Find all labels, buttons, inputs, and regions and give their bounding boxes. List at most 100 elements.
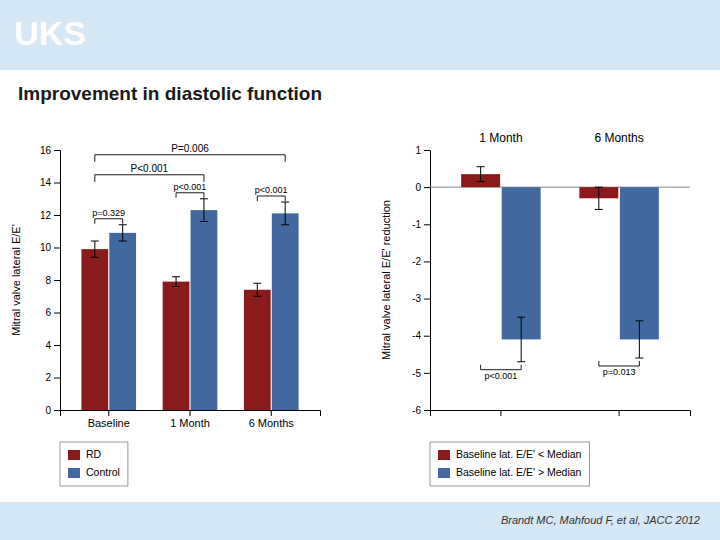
y-tick: 12: [40, 210, 60, 221]
y-tick: 16: [40, 145, 60, 156]
y-tick-mark: [424, 261, 430, 262]
y-tick-label: -3: [412, 293, 421, 304]
x-tick-label: 6 Months: [249, 417, 295, 429]
legend-item: Baseline lat. E/E' < Median: [438, 448, 582, 460]
y-tick-mark: [54, 280, 60, 281]
y-axis-title: Mitral valve lateral E/E': [10, 224, 22, 336]
y-tick-mark: [424, 187, 430, 188]
y-tick: 8: [45, 275, 60, 286]
title: Improvement in diastolic function: [18, 83, 322, 104]
footer-text: Brandt MC, Mahfoud F, et al, JACC 2012: [501, 514, 700, 526]
p-value-label: P=0.006: [171, 143, 209, 154]
error-bar: [253, 283, 261, 296]
header-watermark: UKS: [14, 14, 86, 52]
x-axis: [431, 410, 691, 416]
y-tick: 10: [40, 242, 60, 253]
y-tick-mark: [54, 313, 60, 314]
x-tick-mark: [108, 410, 109, 416]
bracket: [257, 196, 285, 201]
error-bar: [281, 202, 289, 225]
y-tick-label: 0: [45, 405, 51, 416]
legend-label: RD: [86, 448, 102, 460]
y-tick-label: 12: [40, 210, 52, 221]
y-axis-line: [424, 151, 431, 411]
error-bar: [477, 167, 485, 182]
legend-frame: [430, 442, 589, 486]
category-label: 6 Months: [594, 131, 643, 145]
bar: [163, 282, 190, 410]
y-tick-mark: [424, 336, 430, 337]
y-tick-mark: [54, 183, 60, 184]
y-tick-label: 10: [40, 242, 52, 253]
y-tick: 2: [45, 372, 60, 383]
footer-band: [0, 502, 720, 540]
error-bar: [635, 321, 643, 358]
y-tick-mark: [54, 378, 60, 379]
marks: [430, 167, 690, 362]
marks: [81, 199, 298, 410]
y-tick-mark: [54, 345, 60, 346]
legend-item: Baseline lat. E/E' > Median: [438, 466, 582, 478]
x-tick-mark: [271, 410, 272, 416]
y-tick: -3: [412, 293, 430, 304]
x-tick: Baseline: [88, 410, 130, 429]
x-tick: 1 Month: [170, 410, 210, 429]
bar: [191, 210, 218, 410]
legend: Baseline lat. E/E' < Median Baseline lat.…: [430, 442, 589, 486]
legend-label: Control: [86, 466, 120, 478]
y-tick-label: 8: [45, 275, 51, 286]
x-axis-line: [61, 411, 321, 417]
y-tick: -5: [412, 368, 430, 379]
y-tick-label: 0: [415, 182, 421, 193]
plot-area: [81, 199, 298, 410]
bar: [502, 187, 541, 339]
y-tick-label: 14: [40, 177, 52, 188]
p-value-label: p<0.001: [485, 371, 518, 381]
x-tick: 6 Months: [249, 410, 295, 429]
x-tick-mark: [190, 410, 191, 416]
y-tick: 6: [45, 307, 60, 318]
y-tick-mark: [424, 373, 430, 374]
x-tick-mark: [500, 410, 501, 416]
y-tick-mark: [424, 410, 430, 411]
legend-label: Baseline lat. E/E' > Median: [456, 466, 582, 478]
x-axis: Baseline 1 Month 6 Months: [61, 410, 321, 429]
y-tick-label: -5: [412, 368, 421, 379]
bracket: [95, 219, 123, 224]
chart-panel: -6-5-4-3-2-1011 Month6 MonthsMitral valv…: [380, 131, 691, 486]
x-tick-mark: [619, 410, 620, 416]
bar: [272, 213, 299, 410]
p-value-label: P<0.001: [131, 163, 169, 174]
x-tick: [500, 410, 501, 416]
y-tick: 1: [415, 145, 430, 156]
error-bar: [200, 199, 208, 222]
bracket: [599, 361, 640, 366]
p-value-label: p=0.013: [603, 367, 636, 377]
legend-frame: [60, 442, 128, 486]
y-tick-mark: [54, 150, 60, 151]
y-tick: 0: [415, 182, 430, 193]
error-bar: [172, 277, 180, 287]
legend-item: RD: [68, 448, 102, 460]
y-axis: 0 2 4 6 8 10 12 14 16: [40, 145, 61, 416]
y-tick: 0: [45, 405, 60, 416]
y-tick-mark: [424, 150, 430, 151]
category-label: 1 Month: [479, 131, 522, 145]
y-tick: -1: [412, 219, 430, 230]
y-tick: 4: [45, 340, 60, 351]
y-tick-mark: [54, 215, 60, 216]
x-tick-label: 1 Month: [170, 417, 210, 429]
y-tick-mark: [424, 299, 430, 300]
x-tick-label: Baseline: [88, 417, 130, 429]
bar: [109, 233, 136, 410]
y-tick: -4: [412, 330, 430, 341]
y-tick-label: 1: [415, 145, 421, 156]
chart-panel: 0 2 4 6 8 10 12 14 16 Baseline 1 Month 6 Months Mitr…: [10, 143, 321, 486]
y-tick-mark: [54, 410, 60, 411]
y-tick-label: -6: [412, 405, 421, 416]
y-tick: 14: [40, 177, 60, 188]
y-tick-label: 2: [45, 372, 51, 383]
y-axis-line: [54, 151, 61, 411]
header-band: [0, 0, 720, 70]
legend: RD Control: [60, 442, 128, 486]
